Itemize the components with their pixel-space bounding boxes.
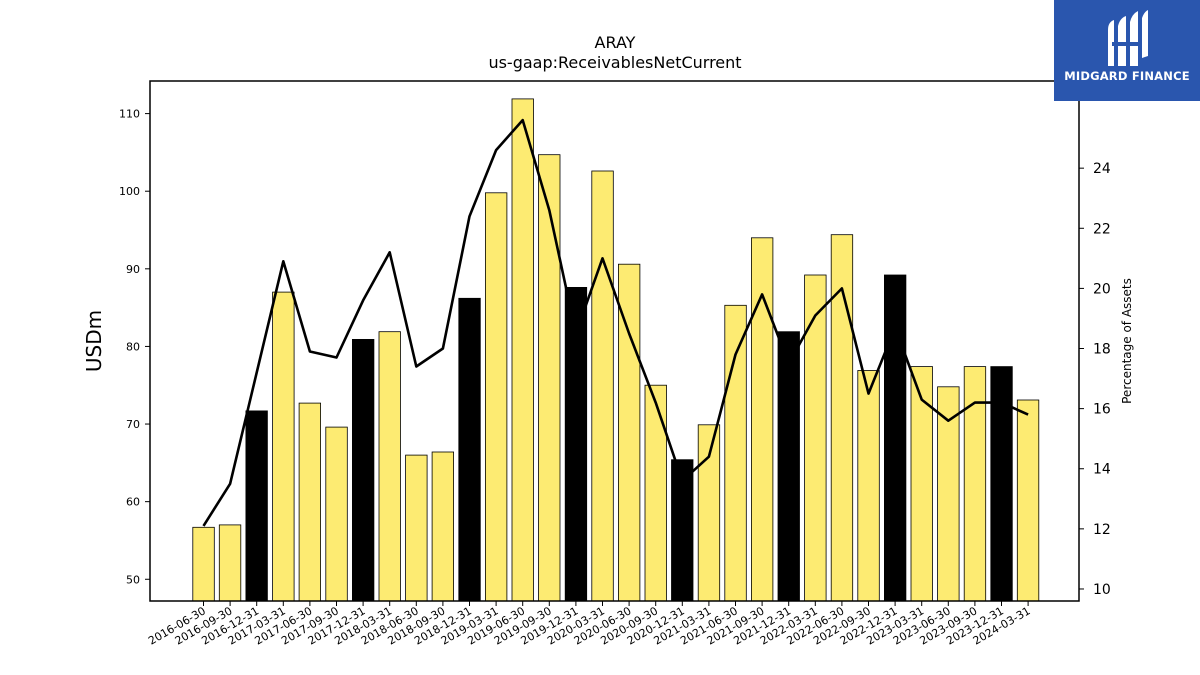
bar-2016-12-31 <box>245 410 268 602</box>
y2-tick-label: 18 <box>1093 342 1111 358</box>
y-tick-label: 80 <box>126 340 140 353</box>
y2-axis-label: Percentage of Assets <box>1120 278 1134 404</box>
bar-2024-03-31 <box>1016 399 1040 602</box>
bar-2016-06-30 <box>192 526 215 602</box>
bar-2016-09-30 <box>218 524 242 602</box>
bar-2018-03-31 <box>378 331 401 602</box>
plot-frame <box>149 80 1080 602</box>
bar-2020-09-30 <box>644 384 667 602</box>
midgard-finance-logo: MIDGARD FINANCE <box>1054 0 1200 101</box>
y-tick-label: 90 <box>126 263 140 276</box>
y-tick-label: 100 <box>119 185 140 198</box>
bar-2021-06-30 <box>724 304 747 602</box>
bar-2017-03-31 <box>272 291 295 602</box>
bar-2019-03-31 <box>484 192 508 602</box>
bar-2022-03-31 <box>804 274 827 602</box>
bar-2018-09-30 <box>431 451 455 602</box>
chart-title: ARAY <box>595 33 636 52</box>
bar-2021-12-31 <box>777 331 800 602</box>
bar-2023-03-31 <box>910 366 933 602</box>
bar-2022-09-30 <box>857 370 880 602</box>
logo-mark-icon <box>1108 10 1148 66</box>
y2-tick-label: 22 <box>1093 221 1111 237</box>
bar-2018-06-30 <box>405 454 428 602</box>
percentage-line <box>202 118 1029 527</box>
x-axis: 2016-06-302016-09-302016-12-312017-03-31… <box>146 601 1033 648</box>
bar-2017-06-30 <box>298 402 322 602</box>
logo-text: MIDGARD FINANCE <box>1064 69 1190 83</box>
y2-tick-label: 24 <box>1093 161 1111 177</box>
bar-2017-12-31 <box>351 338 375 602</box>
bars-group <box>192 98 1040 602</box>
bar-2022-12-31 <box>884 274 907 602</box>
y-tick-label: 50 <box>126 573 140 586</box>
bar-2017-09-30 <box>325 426 348 602</box>
right-axis: 10 12 14 16 18 20 22 24 <box>1079 161 1111 598</box>
bar-2021-03-31 <box>697 424 721 602</box>
y-tick-label: 110 <box>119 108 140 121</box>
y2-tick-label: 10 <box>1093 582 1111 598</box>
y-tick-label: 70 <box>126 418 140 431</box>
y2-tick-label: 16 <box>1093 402 1111 418</box>
bar-2019-09-30 <box>538 154 561 602</box>
y-tick-label: 60 <box>126 496 140 509</box>
bar-2020-03-31 <box>591 170 614 602</box>
y-axis-label: USDm <box>82 310 106 372</box>
y2-tick-label: 14 <box>1093 462 1111 478</box>
bar-2021-09-30 <box>751 237 774 602</box>
bar-2019-06-30 <box>511 98 534 602</box>
left-axis: 50 60 70 80 90 100 110 <box>119 108 150 586</box>
line-group <box>202 118 1029 527</box>
y2-tick-label: 12 <box>1093 522 1111 538</box>
bar-2023-06-30 <box>937 386 960 602</box>
bar-2018-12-31 <box>458 297 481 602</box>
chart-subtitle: us-gaap:ReceivablesNetCurrent <box>488 53 741 72</box>
y2-tick-label: 20 <box>1093 281 1111 297</box>
